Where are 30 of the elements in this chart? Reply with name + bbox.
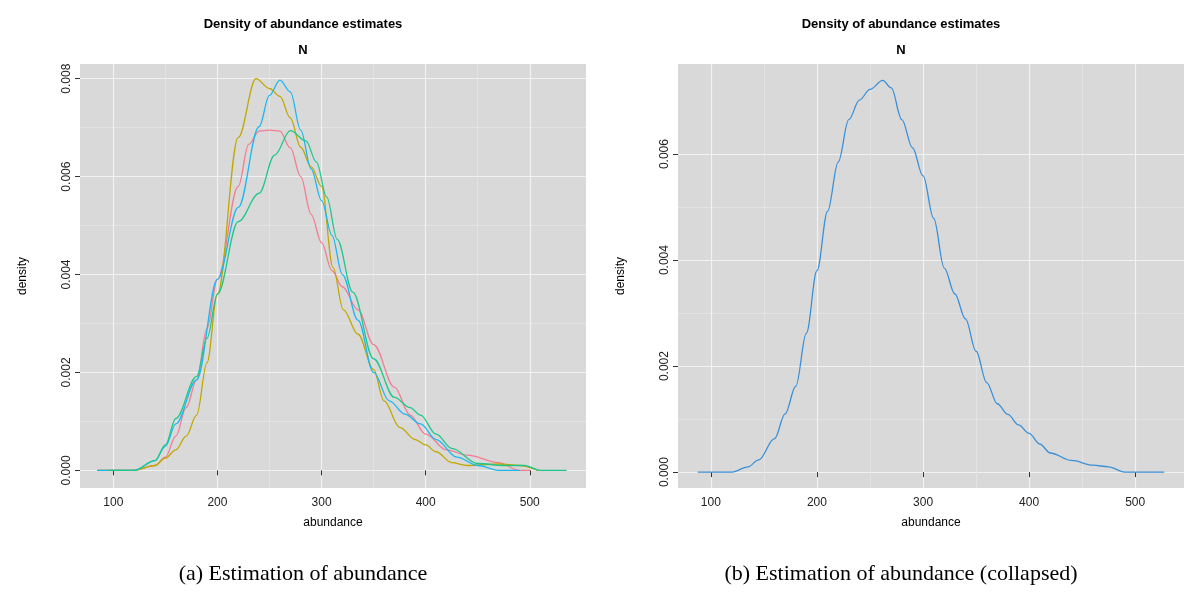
x-tick-label: 500 [1125, 495, 1146, 509]
line-series [697, 79, 1165, 473]
y-tick-label: 0.004 [657, 244, 671, 276]
y-tick-label: 0.006 [657, 138, 671, 170]
x-axis-title: abundance [303, 515, 364, 529]
x-tick-label: 200 [806, 495, 828, 509]
x-tick-label: 300 [913, 495, 934, 509]
y-axis-title: density [15, 256, 29, 296]
y-tick-label: 0.008 [59, 63, 73, 94]
y-tick-label: 0.002 [59, 357, 73, 388]
x-tick-label: 300 [311, 495, 332, 509]
text: (b) Estimation of abundance (collapsed) [723, 560, 1079, 586]
chart-title: Density of abundance estimates [801, 16, 1001, 31]
chart-title: Density of abundance estimates [203, 16, 403, 31]
x-tick-label: 100 [103, 495, 124, 509]
y-tick-label: 0.000 [59, 455, 73, 486]
y-tick-label: 0.004 [59, 259, 73, 290]
x-tick-label: 400 [415, 495, 436, 509]
x-tick-label: 400 [1019, 495, 1040, 509]
x-tick-label: 200 [207, 495, 228, 509]
y-tick-label: 0.002 [657, 350, 671, 382]
x-axis-title: abundance [901, 515, 962, 529]
chart-subtitle: N [896, 42, 906, 57]
x-tick-label: 500 [519, 495, 541, 509]
text: (a) Estimation of abundance [177, 560, 429, 586]
y-tick-label: 0.000 [657, 456, 671, 488]
x-tick-label: 100 [700, 495, 722, 509]
y-tick-label: 0.006 [59, 161, 73, 192]
y-axis-title: density [613, 256, 627, 296]
chart-subtitle: N [298, 42, 308, 57]
